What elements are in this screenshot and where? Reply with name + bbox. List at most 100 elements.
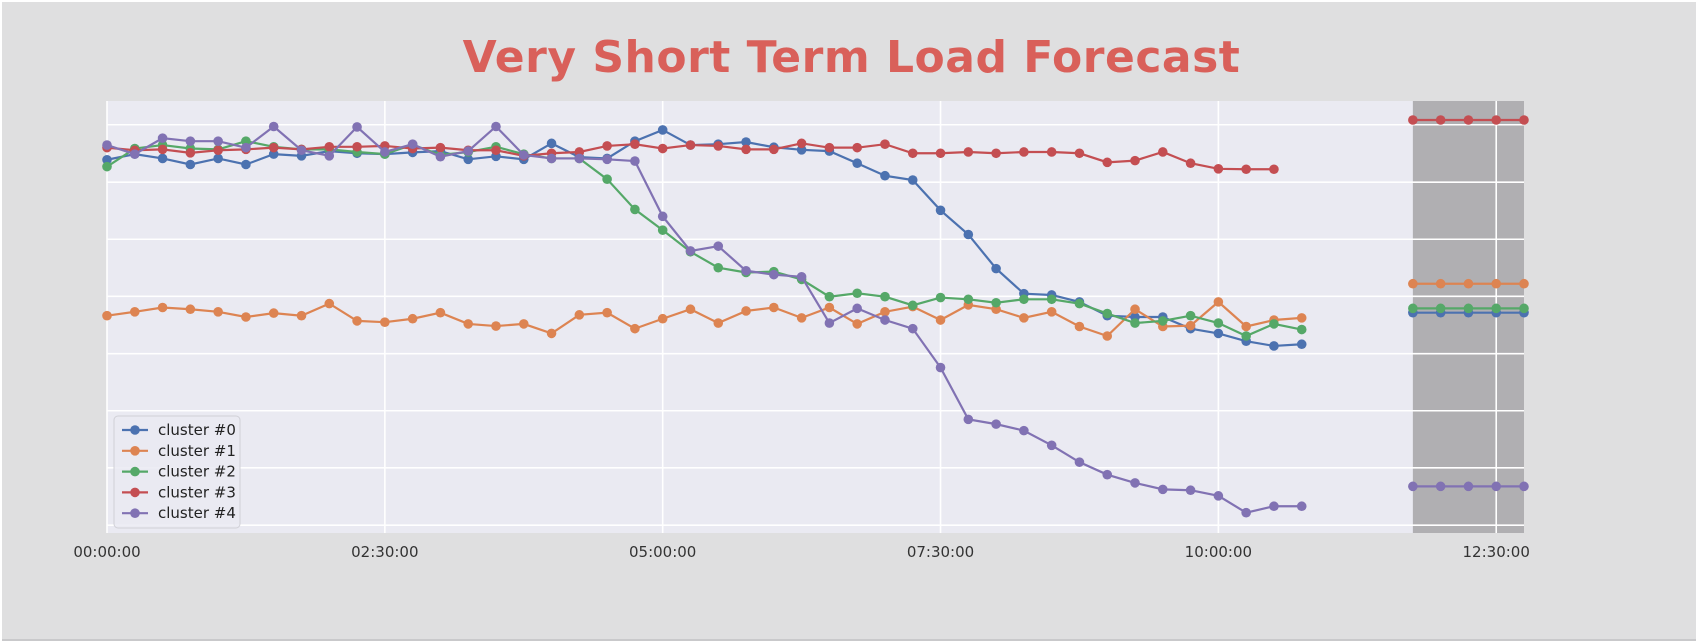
data-point [1102, 331, 1113, 341]
data-point [352, 316, 362, 326]
data-point [796, 138, 807, 149]
data-point [657, 125, 668, 135]
data-point [1046, 147, 1057, 157]
data-point [657, 143, 668, 154]
legend-label: cluster #2 [158, 463, 236, 481]
forecast-point [1435, 303, 1446, 314]
data-point [1185, 158, 1196, 169]
data-point [1046, 307, 1057, 317]
data-point [102, 140, 112, 150]
data-point [157, 153, 168, 164]
forecast-point [1463, 115, 1474, 125]
data-point [268, 308, 279, 318]
data-point [102, 161, 112, 172]
data-point [713, 262, 724, 273]
data-point [963, 229, 974, 240]
legend: cluster #0 cluster #1 cluster #2 cluster #3… [113, 415, 241, 529]
series-1 [102, 278, 1529, 341]
series-4 [102, 121, 1529, 518]
data-point [1019, 147, 1029, 157]
data-point [1074, 457, 1085, 467]
data-point [796, 313, 807, 323]
legend-box [113, 415, 241, 529]
data-point [824, 291, 835, 302]
data-point [352, 141, 362, 152]
legend-marker [130, 508, 140, 518]
data-point [380, 147, 390, 157]
data-point [741, 265, 751, 276]
data-point [685, 304, 696, 315]
data-point [1019, 313, 1029, 323]
data-point [1269, 319, 1279, 329]
data-point [463, 146, 473, 156]
data-point [741, 144, 751, 155]
data-point [1074, 321, 1085, 332]
data-point [935, 205, 946, 216]
data-point [296, 310, 307, 321]
data-point [1213, 491, 1224, 501]
data-point [491, 321, 501, 331]
data-point [1185, 320, 1196, 331]
data-point [129, 307, 140, 317]
data-point [713, 141, 724, 151]
data-point [1213, 297, 1224, 307]
data-point [935, 362, 946, 373]
legend-marker [130, 487, 140, 498]
data-point [241, 159, 251, 170]
data-point [380, 317, 390, 327]
data-point [268, 121, 279, 132]
data-point [1241, 321, 1251, 332]
data-point [157, 133, 168, 143]
data-point [407, 139, 418, 149]
data-point [574, 153, 585, 164]
data-point [185, 159, 196, 170]
data-point [546, 138, 557, 149]
data-point [185, 304, 196, 315]
forecast-point [1463, 481, 1474, 492]
data-point [324, 141, 335, 152]
data-point [769, 269, 779, 280]
series-line [106, 300, 1302, 338]
data-point [352, 122, 362, 132]
data-point [518, 319, 529, 329]
data-point [1296, 501, 1307, 512]
x-tick-label: 07:30:00 [907, 543, 974, 561]
data-point [769, 144, 779, 155]
data-point [852, 142, 862, 153]
data-point [796, 272, 807, 282]
data-point [1046, 440, 1057, 451]
data-point [657, 313, 668, 324]
data-point [463, 154, 473, 165]
forecast-point [1435, 481, 1446, 492]
data-point [463, 319, 473, 329]
forecast-point [1463, 278, 1474, 289]
data-point [129, 149, 140, 159]
data-point [1130, 318, 1140, 328]
data-point [741, 137, 751, 147]
x-tick-label: 10:00:00 [1185, 543, 1252, 561]
plot-area [107, 101, 1524, 533]
data-point [1158, 316, 1168, 326]
data-point [491, 145, 501, 156]
data-point [713, 318, 724, 328]
data-point [1296, 339, 1307, 350]
data-point [241, 312, 251, 322]
x-tick-label: 00:00:00 [73, 543, 140, 561]
data-point [602, 174, 612, 184]
data-point [880, 291, 890, 302]
data-point [907, 300, 918, 311]
data-point [991, 419, 1001, 429]
data-point [1241, 507, 1251, 518]
data-point [435, 307, 446, 318]
data-point [1296, 313, 1307, 323]
data-point [185, 148, 196, 158]
data-point [880, 315, 890, 325]
data-point [546, 153, 557, 164]
data-point [685, 140, 696, 150]
data-point [880, 139, 890, 149]
data-point [102, 154, 112, 165]
data-point [1269, 341, 1279, 351]
forecast-point [1491, 278, 1502, 289]
data-point [991, 297, 1001, 308]
legend-label: cluster #0 [158, 421, 236, 439]
